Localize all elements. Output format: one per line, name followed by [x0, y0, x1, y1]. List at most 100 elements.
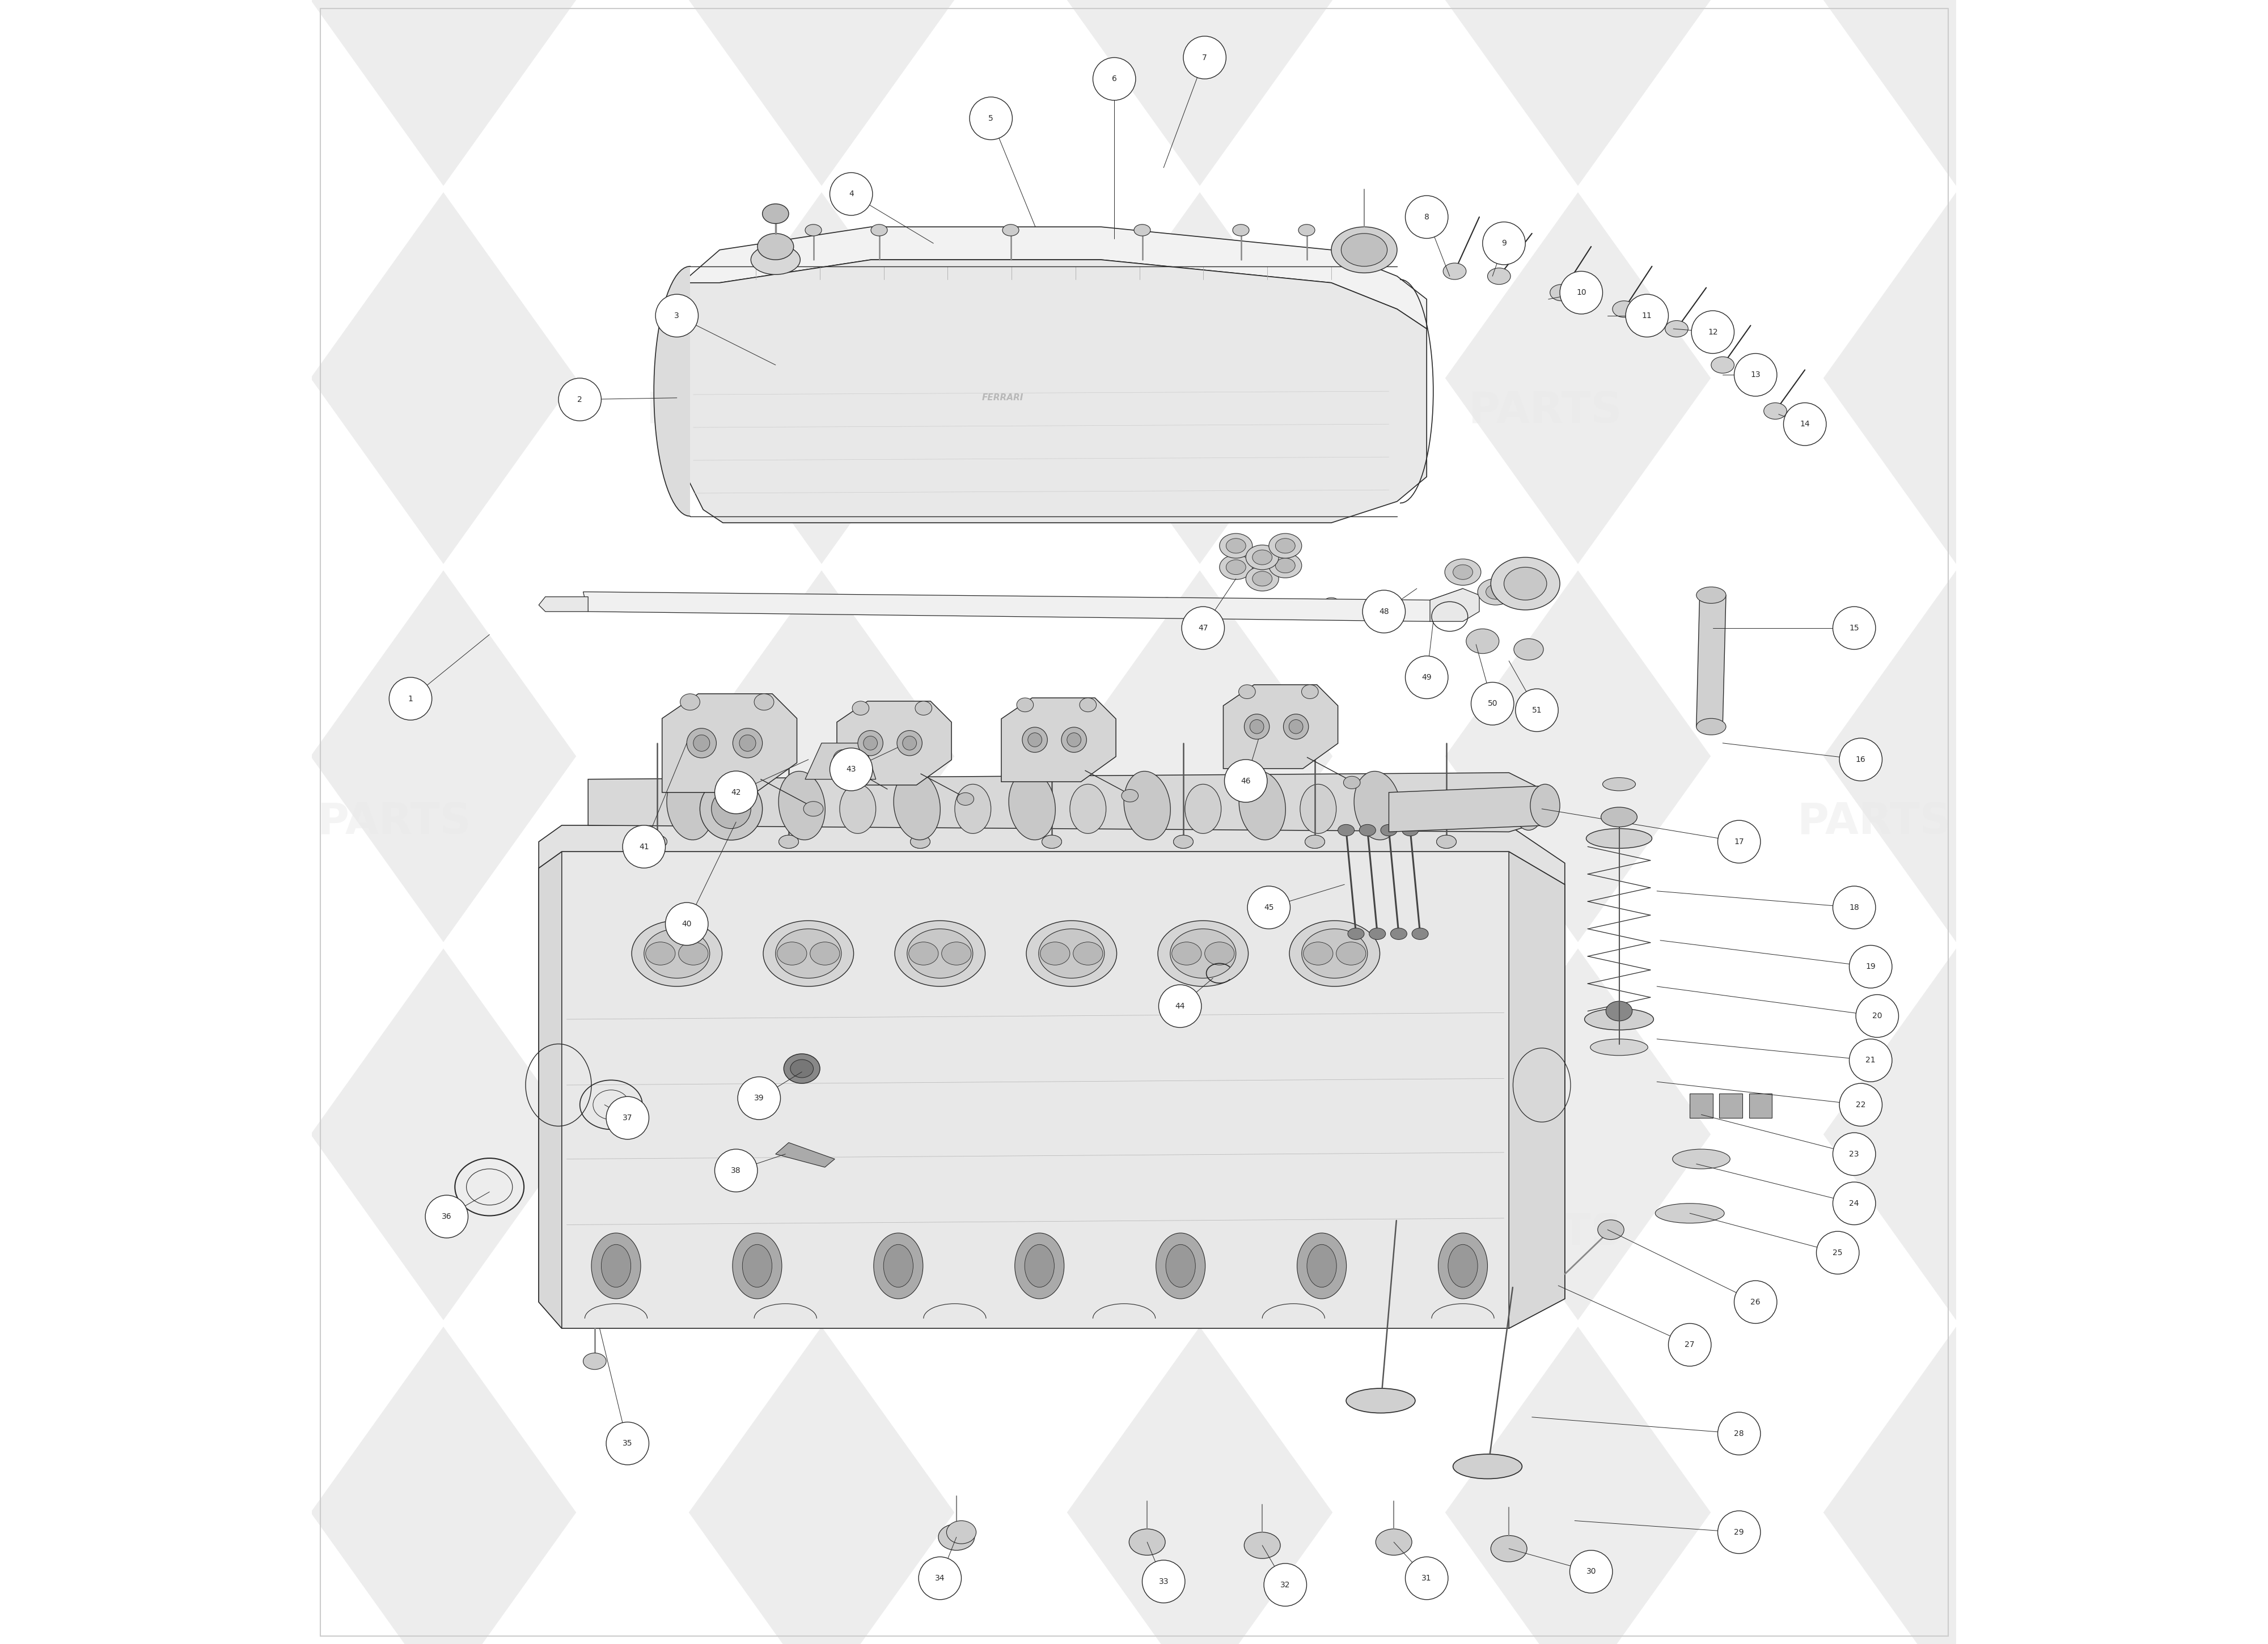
Polygon shape — [311, 949, 576, 1320]
Circle shape — [1817, 1231, 1860, 1274]
Ellipse shape — [755, 694, 773, 710]
Ellipse shape — [955, 784, 991, 834]
Polygon shape — [1823, 192, 2089, 564]
Ellipse shape — [907, 929, 973, 978]
Circle shape — [1515, 689, 1558, 732]
Ellipse shape — [778, 771, 826, 840]
Ellipse shape — [778, 835, 798, 848]
Ellipse shape — [957, 792, 973, 806]
Circle shape — [830, 173, 873, 215]
Ellipse shape — [1304, 835, 1325, 848]
Text: PARTS: PARTS — [1057, 801, 1211, 843]
Text: 26: 26 — [1751, 1299, 1760, 1305]
Circle shape — [737, 1077, 780, 1120]
Ellipse shape — [1027, 921, 1116, 986]
Circle shape — [1626, 294, 1669, 337]
Polygon shape — [311, 1327, 576, 1644]
Polygon shape — [689, 949, 955, 1320]
Polygon shape — [805, 743, 875, 779]
Text: 34: 34 — [934, 1575, 946, 1582]
Ellipse shape — [1297, 225, 1315, 237]
Polygon shape — [1066, 0, 1334, 186]
Text: 44: 44 — [1175, 1003, 1184, 1009]
Text: PARTS: PARTS — [1796, 801, 1950, 843]
Ellipse shape — [733, 728, 762, 758]
Circle shape — [1182, 607, 1225, 649]
Ellipse shape — [1656, 1203, 1724, 1223]
Circle shape — [1472, 682, 1513, 725]
Polygon shape — [1823, 0, 2089, 186]
Ellipse shape — [1304, 835, 1325, 848]
Circle shape — [714, 771, 758, 814]
Ellipse shape — [871, 225, 887, 237]
Polygon shape — [1000, 697, 1116, 781]
Text: 14: 14 — [1801, 421, 1810, 427]
Ellipse shape — [1549, 284, 1574, 301]
Ellipse shape — [909, 835, 930, 848]
Ellipse shape — [1696, 718, 1726, 735]
Ellipse shape — [1347, 1388, 1415, 1414]
Ellipse shape — [896, 921, 984, 986]
Circle shape — [1735, 1281, 1776, 1323]
Ellipse shape — [633, 921, 721, 986]
Ellipse shape — [764, 921, 853, 986]
Ellipse shape — [1245, 713, 1270, 740]
Polygon shape — [1823, 949, 2089, 1320]
Polygon shape — [1445, 192, 1710, 564]
Ellipse shape — [1159, 921, 1247, 986]
Circle shape — [1855, 995, 1898, 1037]
Ellipse shape — [601, 1245, 631, 1287]
Ellipse shape — [1204, 942, 1234, 965]
Ellipse shape — [1129, 1529, 1166, 1555]
Ellipse shape — [785, 1054, 821, 1083]
Circle shape — [1783, 403, 1826, 446]
Ellipse shape — [1184, 784, 1220, 834]
Ellipse shape — [1454, 1455, 1522, 1480]
Ellipse shape — [1479, 579, 1513, 605]
Text: 8: 8 — [1424, 214, 1429, 220]
Ellipse shape — [1490, 1535, 1526, 1562]
Ellipse shape — [1061, 727, 1086, 753]
Polygon shape — [311, 570, 576, 942]
Ellipse shape — [941, 942, 971, 965]
Text: 9: 9 — [1501, 240, 1506, 247]
Ellipse shape — [1377, 1529, 1413, 1555]
Text: 30: 30 — [1585, 1568, 1597, 1575]
Ellipse shape — [1066, 733, 1082, 746]
Polygon shape — [1823, 570, 2089, 942]
Ellipse shape — [1070, 784, 1107, 834]
Ellipse shape — [1039, 929, 1105, 978]
Polygon shape — [689, 0, 955, 186]
Circle shape — [1143, 1560, 1184, 1603]
Text: 27: 27 — [1685, 1342, 1694, 1348]
Circle shape — [1833, 607, 1876, 649]
Ellipse shape — [776, 929, 841, 978]
Text: 23: 23 — [1848, 1151, 1860, 1157]
Text: 16: 16 — [1855, 756, 1867, 763]
Polygon shape — [837, 700, 953, 784]
Circle shape — [1225, 760, 1268, 802]
Ellipse shape — [1009, 771, 1055, 840]
Circle shape — [1093, 58, 1136, 100]
Ellipse shape — [1002, 225, 1018, 237]
Text: 29: 29 — [1735, 1529, 1744, 1535]
Ellipse shape — [1288, 720, 1302, 733]
Ellipse shape — [1488, 268, 1510, 284]
Circle shape — [1717, 1412, 1760, 1455]
Polygon shape — [540, 597, 587, 612]
Text: PARTS: PARTS — [1467, 1212, 1622, 1254]
Ellipse shape — [1173, 942, 1202, 965]
Ellipse shape — [894, 771, 941, 840]
Ellipse shape — [1343, 776, 1361, 789]
Ellipse shape — [1250, 720, 1263, 733]
Ellipse shape — [1436, 835, 1456, 848]
Ellipse shape — [1359, 825, 1377, 837]
Ellipse shape — [939, 1524, 975, 1550]
Ellipse shape — [946, 1521, 975, 1544]
Ellipse shape — [778, 942, 807, 965]
Text: 20: 20 — [1873, 1013, 1882, 1019]
Ellipse shape — [839, 784, 875, 834]
Ellipse shape — [1597, 1220, 1624, 1240]
Text: 21: 21 — [1867, 1057, 1876, 1064]
Ellipse shape — [1601, 807, 1637, 827]
